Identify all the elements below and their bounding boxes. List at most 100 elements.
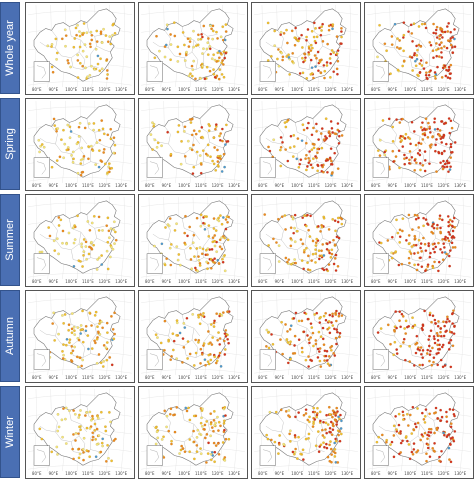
- station-dot: [291, 215, 294, 219]
- inset-boundary: [262, 65, 272, 79]
- station-dot: [112, 439, 116, 442]
- station-dot: [392, 160, 395, 163]
- province-boundary: [184, 153, 212, 166]
- station-dot: [429, 146, 432, 149]
- station-dot: [426, 348, 430, 352]
- station-dot: [315, 415, 318, 419]
- station-dot: [199, 313, 202, 316]
- station-dot: [301, 46, 304, 49]
- station-dot: [433, 442, 436, 445]
- station-dot: [198, 246, 202, 249]
- china-map: 80°E 90°E 100°E 110°E 120°E 130°E: [254, 100, 358, 188]
- station-dot: [308, 235, 312, 238]
- station-dot: [90, 240, 93, 244]
- station-dot: [166, 130, 169, 134]
- station-dot: [415, 57, 419, 61]
- station-dot: [399, 441, 403, 445]
- station-dot: [440, 46, 443, 50]
- station-dot: [65, 242, 68, 246]
- station-dot: [82, 238, 86, 241]
- station-dot: [301, 448, 305, 452]
- longitude-tick-label: 110°E: [82, 375, 94, 380]
- station-dot: [329, 346, 332, 349]
- station-dot: [340, 30, 343, 33]
- station-dot: [279, 164, 283, 168]
- station-dot: [287, 409, 291, 412]
- province-boundary: [199, 22, 218, 37]
- station-dot: [421, 328, 424, 332]
- station-dot: [61, 350, 64, 353]
- station-dot: [217, 429, 220, 432]
- inset-boundary: [262, 353, 272, 367]
- station-dot: [81, 157, 85, 161]
- station-dot: [218, 68, 222, 71]
- station-dot: [183, 231, 186, 235]
- station-dot: [404, 319, 408, 323]
- station-dot: [328, 364, 331, 367]
- station-dot: [442, 159, 445, 163]
- station-dot: [331, 23, 335, 26]
- station-dot: [108, 162, 111, 165]
- station-dot: [439, 408, 442, 412]
- station-dot: [94, 455, 98, 459]
- station-dot: [408, 242, 411, 245]
- station-dot: [101, 365, 105, 368]
- station-dot: [336, 410, 339, 413]
- station-dot: [451, 220, 454, 223]
- station-dot: [451, 436, 454, 439]
- station-dot: [72, 409, 75, 412]
- station-dot: [300, 33, 303, 37]
- station-dot: [408, 158, 411, 162]
- province-boundary: [433, 228, 450, 245]
- station-dot: [326, 455, 330, 459]
- station-dot: [199, 171, 203, 175]
- station-dot: [86, 220, 90, 223]
- station-dot: [222, 152, 226, 156]
- station-dot: [76, 76, 80, 79]
- station-dot: [421, 138, 425, 141]
- station-dot: [395, 326, 398, 330]
- station-dot: [428, 162, 431, 165]
- station-dot: [417, 226, 421, 229]
- station-dot: [175, 321, 179, 325]
- station-dot: [333, 219, 337, 223]
- station-dot: [96, 325, 99, 329]
- station-dot: [337, 236, 341, 240]
- station-dot: [286, 330, 289, 333]
- station-dot: [199, 224, 203, 228]
- graticule-line: [254, 10, 358, 15]
- province-boundary: [51, 318, 62, 344]
- station-dot: [332, 450, 335, 453]
- station-dot: [155, 34, 158, 38]
- station-dot: [195, 150, 199, 154]
- station-dot: [330, 248, 334, 252]
- station-dot: [305, 168, 308, 172]
- graticule-line: [367, 298, 471, 303]
- station-dot: [98, 69, 102, 73]
- station-dot: [433, 337, 436, 341]
- station-dot: [437, 269, 440, 273]
- station-dot: [315, 56, 318, 60]
- station-dot: [407, 234, 411, 237]
- graticule-line: [141, 106, 245, 111]
- station-dot: [416, 251, 420, 255]
- province-boundary: [265, 425, 282, 433]
- station-dot: [314, 444, 318, 448]
- station-dot: [221, 257, 224, 261]
- china-map: 80°E 90°E 100°E 110°E 120°E 130°E: [367, 4, 471, 92]
- station-dot: [69, 351, 73, 355]
- station-dot: [188, 450, 191, 454]
- station-dot: [449, 425, 453, 429]
- station-dot: [438, 43, 441, 47]
- station-dot: [188, 147, 192, 150]
- station-dot: [267, 145, 270, 149]
- station-dot: [79, 409, 82, 412]
- station-dot: [299, 238, 303, 241]
- station-dot: [97, 256, 101, 260]
- province-boundary: [174, 243, 193, 250]
- station-dot: [322, 420, 325, 424]
- country-outline: [372, 296, 460, 370]
- station-dot: [98, 138, 102, 142]
- china-map: 80°E 90°E 100°E 110°E 120°E 130°E: [367, 100, 471, 188]
- station-dot: [446, 317, 449, 321]
